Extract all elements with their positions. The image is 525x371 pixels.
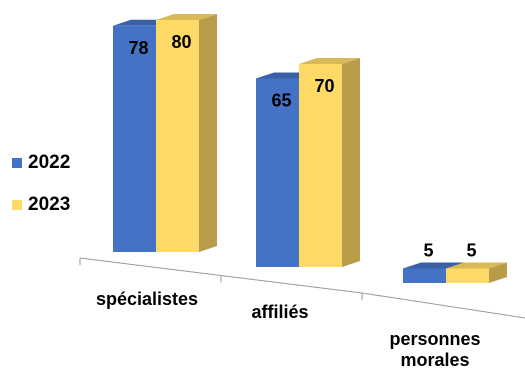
bar-side — [489, 262, 507, 283]
bar-front — [156, 20, 199, 252]
data-label-2023-affili-s: 70 — [314, 76, 334, 96]
bar-front — [446, 268, 489, 283]
legend-swatch-2023 — [12, 200, 22, 210]
data-label-2022-personnes-morales: 5 — [423, 241, 433, 261]
bar-front — [403, 268, 446, 283]
category-label-personnes-morales: personnes morales — [375, 329, 495, 371]
category-label-personnes: personnes — [389, 329, 481, 349]
category-label-morales: morales — [400, 350, 470, 370]
data-labels: 78 80 65 70 5 5 — [128, 32, 476, 261]
category-label-affilies: affiliés — [251, 302, 309, 322]
bar-2023-sp-cialistes — [156, 14, 217, 252]
bar-front — [256, 78, 299, 267]
floor-axis — [79, 257, 525, 319]
data-label-2023-sp-cialistes: 80 — [171, 32, 191, 52]
data-label-2022-sp-cialistes: 78 — [128, 38, 148, 58]
legend: 2022 2023 — [12, 152, 70, 236]
legend-item-2023: 2023 — [12, 194, 70, 216]
bar-front — [113, 25, 156, 252]
data-label-2023-personnes-morales: 5 — [466, 241, 476, 261]
legend-label-2023: 2023 — [28, 194, 71, 215]
legend-swatch-2022 — [12, 158, 22, 168]
bars — [113, 14, 507, 283]
bar-top — [156, 14, 217, 20]
bar-2023-personnes-morales — [446, 262, 507, 283]
legend-item-2022: 2022 — [12, 152, 70, 174]
bar-top — [299, 58, 360, 64]
bar-side — [199, 14, 217, 252]
bar-2023-affili-s — [299, 58, 360, 267]
bar-front — [299, 64, 342, 267]
bar-top — [446, 262, 507, 269]
data-label-2022-affili-s: 65 — [271, 91, 291, 111]
bar-top — [403, 262, 464, 269]
bar-side — [342, 58, 360, 267]
category-label-specialistes: spécialistes — [95, 289, 199, 309]
legend-label-2022: 2022 — [28, 152, 71, 173]
